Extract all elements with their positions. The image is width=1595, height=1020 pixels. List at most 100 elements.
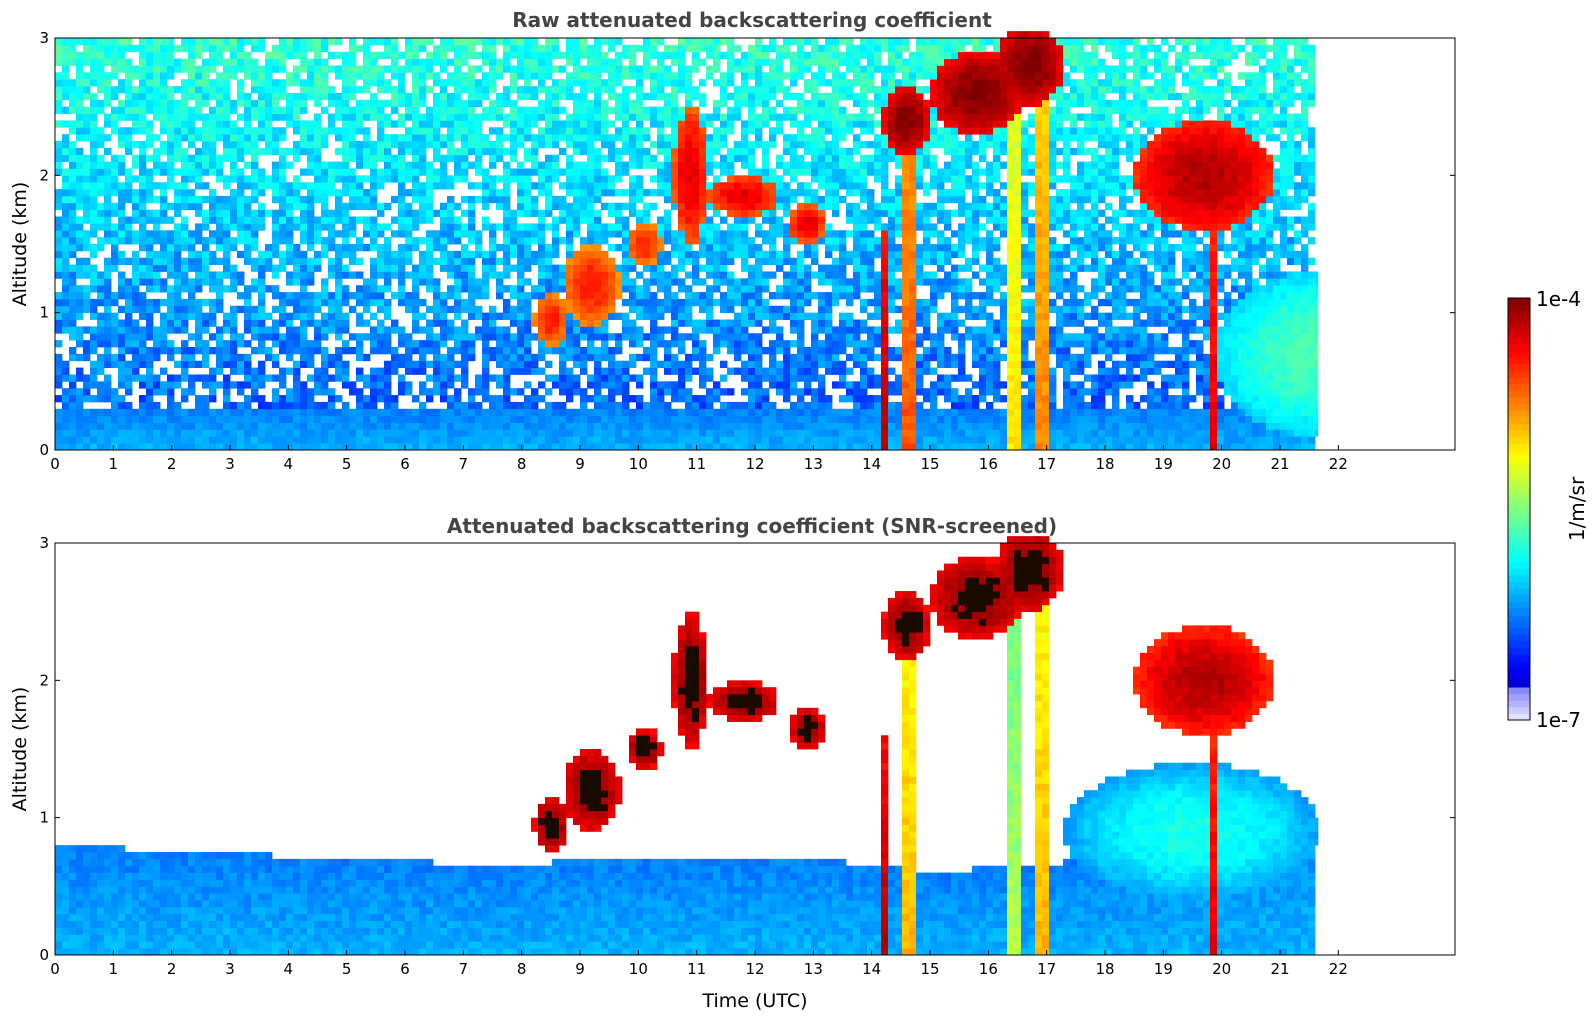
heatmap-cell [391,195,399,204]
heatmap-cell [69,381,77,389]
heatmap-cell [160,72,168,80]
heatmap-cell [181,415,189,423]
heatmap-cell [188,195,196,204]
heatmap-cell [111,223,119,231]
heatmap-cell [685,395,693,403]
heatmap-cell [545,58,553,66]
heatmap-cell [713,230,721,238]
heatmap-cell [440,415,448,423]
heatmap-cell [671,429,679,437]
heatmap-cell [363,292,371,300]
heatmap-cell [293,436,301,444]
heatmap-cell [195,161,203,169]
heatmap-cell [384,305,392,314]
heatmap-cell [678,51,686,59]
heatmap-cell [55,374,63,382]
heatmap-cell [559,271,567,279]
heatmap-cell [321,333,329,341]
heatmap-cell [447,319,455,327]
heatmap-cell [377,429,385,437]
heatmap-cell [279,422,287,430]
heatmap-cell [265,147,273,156]
heatmap-cell [545,134,553,142]
heatmap-cell [202,134,210,142]
heatmap-cell [265,99,273,108]
heatmap-cell [223,285,231,293]
heatmap-cell [244,51,252,59]
heatmap-cell [412,429,420,437]
heatmap-cell [188,408,196,417]
heatmap-cell [328,353,336,362]
heatmap-cell [76,38,84,46]
heatmap-cell [720,182,728,190]
heatmap-cell [300,319,308,327]
heatmap-cell [622,429,630,437]
heatmap-cell [181,168,189,176]
heatmap-cell [454,422,462,430]
heatmap-cell [258,99,266,108]
heatmap-cell [776,58,784,66]
heatmap-cell [223,72,231,80]
heatmap-cell [594,312,602,320]
heatmap-cell [678,147,686,156]
heatmap-cell [195,106,203,114]
heatmap-cell [118,65,126,73]
heatmap-cell [167,175,175,183]
heatmap-cell [307,195,315,204]
heatmap-cell [615,285,623,293]
heatmap-cell [97,189,105,197]
heatmap-cell [685,388,693,396]
heatmap-cell [433,388,441,396]
heatmap-cell [209,436,217,444]
heatmap-cell [734,58,742,66]
heatmap-cell [363,175,371,183]
heatmap-cell [125,195,133,204]
heatmap-cell [90,271,98,279]
heatmap-cell [174,278,182,286]
heatmap-cell [510,154,518,162]
heatmap-cell [293,401,301,410]
heatmap-cell [293,415,301,423]
heatmap-cell [258,333,266,341]
heatmap-cell [335,195,343,204]
heatmap-cell [650,230,658,238]
heatmap-cell [181,147,189,156]
heatmap-cell [580,312,588,320]
heatmap-cell [342,189,350,197]
heatmap-cell [153,353,161,362]
heatmap-cell [300,401,308,410]
heatmap-cell [755,44,763,53]
heatmap-cell [258,436,266,444]
heatmap-cell [265,422,273,430]
heatmap-cell [342,92,350,101]
heatmap-cell [230,58,238,66]
heatmap-cell [174,257,182,265]
heatmap-cell [699,319,707,327]
heatmap-cell [510,250,518,259]
heatmap-cell [167,443,175,451]
heatmap-cell [706,154,714,162]
heatmap-cell [426,305,434,314]
heatmap-cell [461,72,469,80]
heatmap-cell [244,127,252,135]
heatmap-cell [580,401,588,410]
heatmap-cell [720,141,728,149]
heatmap-cell [615,161,623,169]
heatmap-cell [720,250,728,259]
heatmap-cell [615,292,623,300]
heatmap-cell [293,79,301,87]
heatmap-cell [699,415,707,423]
heatmap-cell [573,326,581,334]
heatmap-cell [587,278,595,286]
heatmap-cell [405,436,413,444]
heatmap-cell [769,443,777,451]
heatmap-cell [412,195,420,204]
heatmap-cell [279,182,287,190]
heatmap-cell [146,408,154,417]
heatmap-cell [321,223,329,231]
heatmap-cell [377,86,385,94]
heatmap-cell [363,65,371,73]
heatmap-cell [76,99,84,108]
heatmap-cell [538,422,546,430]
heatmap-cell [636,182,644,190]
